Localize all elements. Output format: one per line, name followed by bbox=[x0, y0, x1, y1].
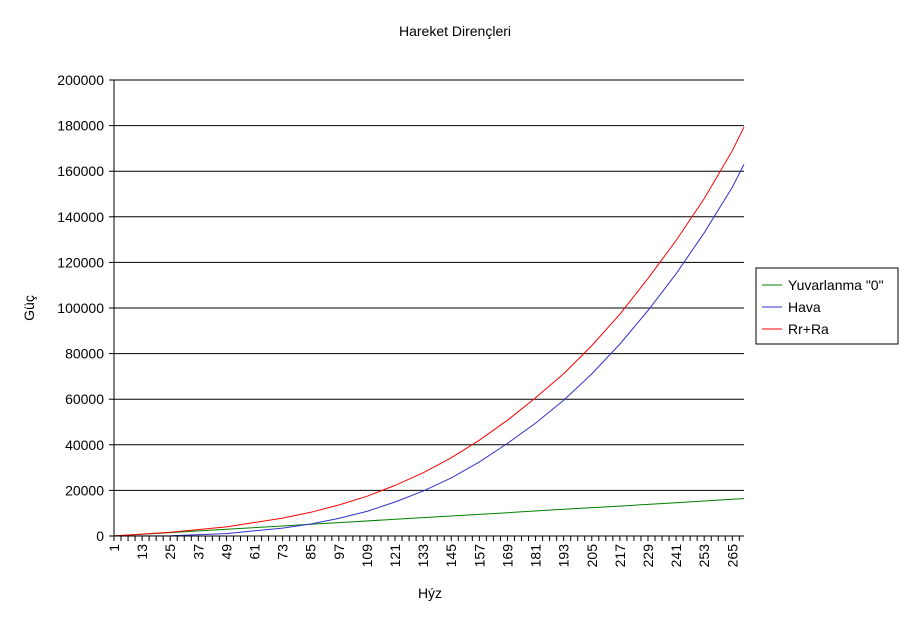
series-lines bbox=[113, 126, 745, 537]
x-tick-label: 205 bbox=[584, 544, 600, 568]
y-tick-label: 40000 bbox=[65, 437, 104, 453]
x-tick-label: 241 bbox=[668, 544, 684, 568]
legend-label: Hava bbox=[788, 299, 821, 315]
x-tick-label: 181 bbox=[528, 544, 544, 568]
y-tick-label: 200000 bbox=[57, 72, 104, 88]
x-tick-label: 13 bbox=[134, 544, 150, 560]
y-tick-label: 140000 bbox=[57, 209, 104, 225]
x-tick-label: 121 bbox=[387, 544, 403, 568]
series-line-1 bbox=[113, 164, 745, 537]
x-tick-label: 145 bbox=[443, 544, 459, 568]
x-tick-label: 193 bbox=[556, 544, 572, 568]
legend: Yuvarlanma "0" Hava Rr+Ra bbox=[755, 267, 899, 345]
y-tick-label: 180000 bbox=[57, 118, 104, 134]
x-tick-label: 73 bbox=[275, 544, 291, 560]
x-tick-label: 37 bbox=[190, 544, 206, 560]
x-tick-labels: 1 13 25 37 49 61 73 85 97 109 121 133 145 157 169 181 19… bbox=[106, 544, 740, 568]
y-axis-label: Güç bbox=[21, 295, 37, 321]
x-tick-label: 109 bbox=[359, 544, 375, 568]
x-tick-label: 25 bbox=[162, 544, 178, 560]
legend-box bbox=[755, 267, 899, 345]
x-tick-label: 97 bbox=[331, 544, 347, 560]
y-tick-labels: 2000001800001600001400001200001000008000… bbox=[57, 72, 114, 544]
x-tick-label: 49 bbox=[218, 544, 234, 560]
x-tick-label: 229 bbox=[640, 544, 656, 568]
y-tick-label: 80000 bbox=[65, 346, 104, 362]
x-tick-label: 61 bbox=[247, 544, 263, 560]
y-tick-label: 60000 bbox=[65, 391, 104, 407]
y-tick-label: 120000 bbox=[57, 254, 104, 270]
x-minor-ticks bbox=[113, 536, 740, 541]
x-tick-label: 85 bbox=[303, 544, 319, 560]
series-line-0 bbox=[113, 498, 745, 537]
y-tick-label: 160000 bbox=[57, 163, 104, 179]
y-tick-label: 0 bbox=[96, 528, 104, 544]
legend-label: Yuvarlanma "0" bbox=[788, 277, 884, 293]
y-tick-label: 100000 bbox=[57, 300, 104, 316]
x-tick-label: 169 bbox=[499, 544, 515, 568]
x-tick-label: 1 bbox=[106, 544, 122, 552]
x-tick-label: 265 bbox=[724, 544, 740, 568]
x-tick-label: 253 bbox=[696, 544, 712, 568]
x-tick-label: 217 bbox=[612, 544, 628, 568]
x-tick-label: 133 bbox=[415, 544, 431, 568]
y-tick-label: 20000 bbox=[65, 482, 104, 498]
series-line-2 bbox=[113, 126, 745, 537]
x-tick-label: 157 bbox=[471, 544, 487, 568]
chart-title: Hareket Dirençleri bbox=[399, 23, 511, 39]
legend-label: Rr+Ra bbox=[788, 321, 829, 337]
gridlines bbox=[114, 79, 744, 491]
x-axis-label: Hýz bbox=[418, 585, 442, 601]
